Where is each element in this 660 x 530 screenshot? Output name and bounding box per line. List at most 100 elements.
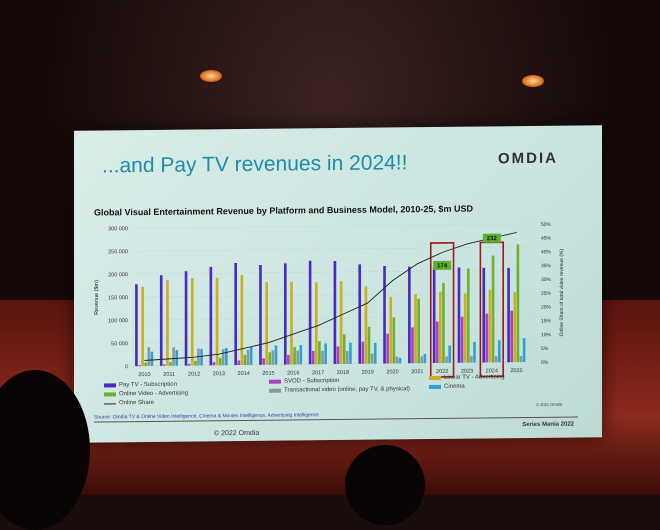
bar-linear-tv-advertising-2020 xyxy=(389,296,393,364)
bar-pay-tv-subscription-2025 xyxy=(507,267,510,363)
bar-transactional-video-online-pay-tv-physical--2011 xyxy=(172,347,175,366)
data-label-bg xyxy=(433,260,452,270)
chart: 0 50 000 100 000 150 000 200 000 250 000 300 0… xyxy=(94,222,565,378)
bar-cinema-2011 xyxy=(175,350,179,366)
bar-cinema-2015 xyxy=(274,345,278,365)
x-tick-label: 2024 xyxy=(486,368,498,374)
x-tick-label: 2011 xyxy=(163,372,175,378)
bar-transactional-video-online-pay-tv-physical--2022 xyxy=(445,356,448,363)
bar-transactional-video-online-pay-tv-physical--2014 xyxy=(246,349,250,365)
bar-online-video-advertising-2014 xyxy=(243,354,247,365)
bar-transactional-video-online-pay-tv-physical--2025 xyxy=(519,356,523,363)
bar-cinema-2017 xyxy=(324,343,327,365)
bar-transactional-video-online-pay-tv-physical--2021 xyxy=(420,356,424,364)
bar-cinema-2016 xyxy=(299,345,303,365)
bar-svod-subscription-2013 xyxy=(212,362,216,366)
bar-linear-tv-advertising-2022 xyxy=(439,291,442,363)
bar-online-video-advertising-2013 xyxy=(218,357,222,366)
bar-pay-tv-subscription-2016 xyxy=(283,263,287,365)
bar-linear-tv-advertising-2012 xyxy=(190,278,194,366)
y-tick-label: 100 000 xyxy=(108,318,128,324)
bar-online-video-advertising-2020 xyxy=(392,317,396,364)
bar-linear-tv-advertising-2014 xyxy=(240,274,244,366)
bar-transactional-video-online-pay-tv-physical--2017 xyxy=(321,350,324,365)
bar-svod-subscription-2016 xyxy=(287,354,290,365)
bar-online-video-advertising-2019 xyxy=(367,326,371,364)
y-tick-label: 300 000 xyxy=(108,226,128,232)
bar-online-video-advertising-2017 xyxy=(318,341,321,365)
bar-cinema-2024 xyxy=(497,340,501,363)
legend-pay-tv: Pay TV - Subscription xyxy=(104,382,177,389)
bar-svod-subscription-2011 xyxy=(163,364,166,366)
chart-copyright: © 2021 Omdia xyxy=(536,401,562,407)
bar-linear-tv-advertising-2025 xyxy=(513,292,517,363)
x-tick-label: 2022 xyxy=(436,369,448,375)
bar-pay-tv-subscription-2017 xyxy=(308,260,312,365)
x-tick-label: 2013 xyxy=(213,371,225,377)
bar-linear-tv-advertising-2015 xyxy=(265,281,269,365)
bar-svod-subscription-2010 xyxy=(138,365,141,367)
bar-svod-subscription-2012 xyxy=(187,363,191,366)
event-name: Series Mania 2022 xyxy=(522,421,574,429)
y-tick-label: 0 xyxy=(125,364,128,370)
bar-svod-subscription-2021 xyxy=(411,327,414,364)
bar-cinema-2022 xyxy=(448,345,451,363)
bar-pay-tv-subscription-2014 xyxy=(234,262,237,366)
legend-svod: SVOD - Subscription xyxy=(269,378,339,385)
y2-tick-label: 30% xyxy=(541,277,552,283)
bar-transactional-video-online-pay-tv-physical--2013 xyxy=(221,349,225,366)
bar-online-video-advertising-2010 xyxy=(144,362,148,367)
bar-online-video-advertising-2024 xyxy=(491,255,495,363)
bar-linear-tv-advertising-2021 xyxy=(414,294,417,364)
bar-linear-tv-advertising-2010 xyxy=(141,286,144,367)
x-tick-label: 2023 xyxy=(461,369,473,375)
x-tick-label: 2018 xyxy=(337,370,349,376)
y2-tick-label: 20% xyxy=(541,305,552,311)
bar-linear-tv-advertising-2013 xyxy=(215,277,219,366)
bar-pay-tv-subscription-2012 xyxy=(184,271,188,366)
legend-linear-tv: Linear TV - Advertising xyxy=(429,374,505,381)
bar-cinema-2025 xyxy=(522,338,526,363)
x-tick-label: 2012 xyxy=(188,371,200,377)
x-tick-label: 2017 xyxy=(312,370,324,376)
ceiling-lamp xyxy=(522,75,544,87)
x-tick-label: 2025 xyxy=(510,368,522,374)
ceiling-lamp xyxy=(200,70,222,82)
bar-pay-tv-subscription-2024 xyxy=(482,267,486,363)
bar-linear-tv-advertising-2017 xyxy=(314,282,318,365)
y2-tick-label: 50% xyxy=(541,222,552,228)
bar-svod-subscription-2022 xyxy=(435,321,439,363)
y-tick-label: 200 000 xyxy=(108,272,128,278)
bar-cinema-2010 xyxy=(150,351,154,366)
y-tick-label: 150 000 xyxy=(108,295,128,301)
bar-transactional-video-online-pay-tv-physical--2015 xyxy=(271,350,275,365)
bar-online-video-advertising-2011 xyxy=(169,362,172,366)
bar-svod-subscription-2019 xyxy=(361,341,365,364)
bar-transactional-video-online-pay-tv-physical--2020 xyxy=(395,356,399,364)
legend-online-share: Online Share xyxy=(104,400,154,407)
bar-online-video-advertising-2023 xyxy=(466,268,470,363)
bar-transactional-video-online-pay-tv-physical--2016 xyxy=(296,350,300,365)
bar-pay-tv-subscription-2010 xyxy=(135,284,138,367)
data-label-bg xyxy=(482,233,501,243)
bar-linear-tv-advertising-2018 xyxy=(339,281,343,364)
y2-tick-label: 35% xyxy=(541,263,552,269)
bar-pay-tv-subscription-2020 xyxy=(383,265,386,364)
bar-linear-tv-advertising-2024 xyxy=(488,289,492,363)
bar-online-video-advertising-2025 xyxy=(516,244,520,363)
bar-online-video-advertising-2021 xyxy=(417,298,420,364)
y-tick-label: 50 000 xyxy=(111,341,128,347)
x-tick-label: 2021 xyxy=(411,369,423,375)
y2-axis-label: Online Share of total video revenue (%) xyxy=(559,249,565,337)
x-tick-label: 2010 xyxy=(138,372,150,378)
y2-tick-label: 40% xyxy=(541,249,552,255)
bar-cinema-2018 xyxy=(349,342,352,364)
x-tick-label: 2019 xyxy=(362,370,374,376)
y2-tick-label: 0% xyxy=(541,360,549,366)
bar-transactional-video-online-pay-tv-physical--2024 xyxy=(494,356,498,363)
highlight-box-2022 xyxy=(429,241,455,378)
bar-svod-subscription-2020 xyxy=(386,333,389,364)
bar-cinema-2020 xyxy=(398,357,402,364)
footer-copyright: © 2022 Omdia xyxy=(214,429,260,438)
bar-cinema-2019 xyxy=(373,342,377,364)
